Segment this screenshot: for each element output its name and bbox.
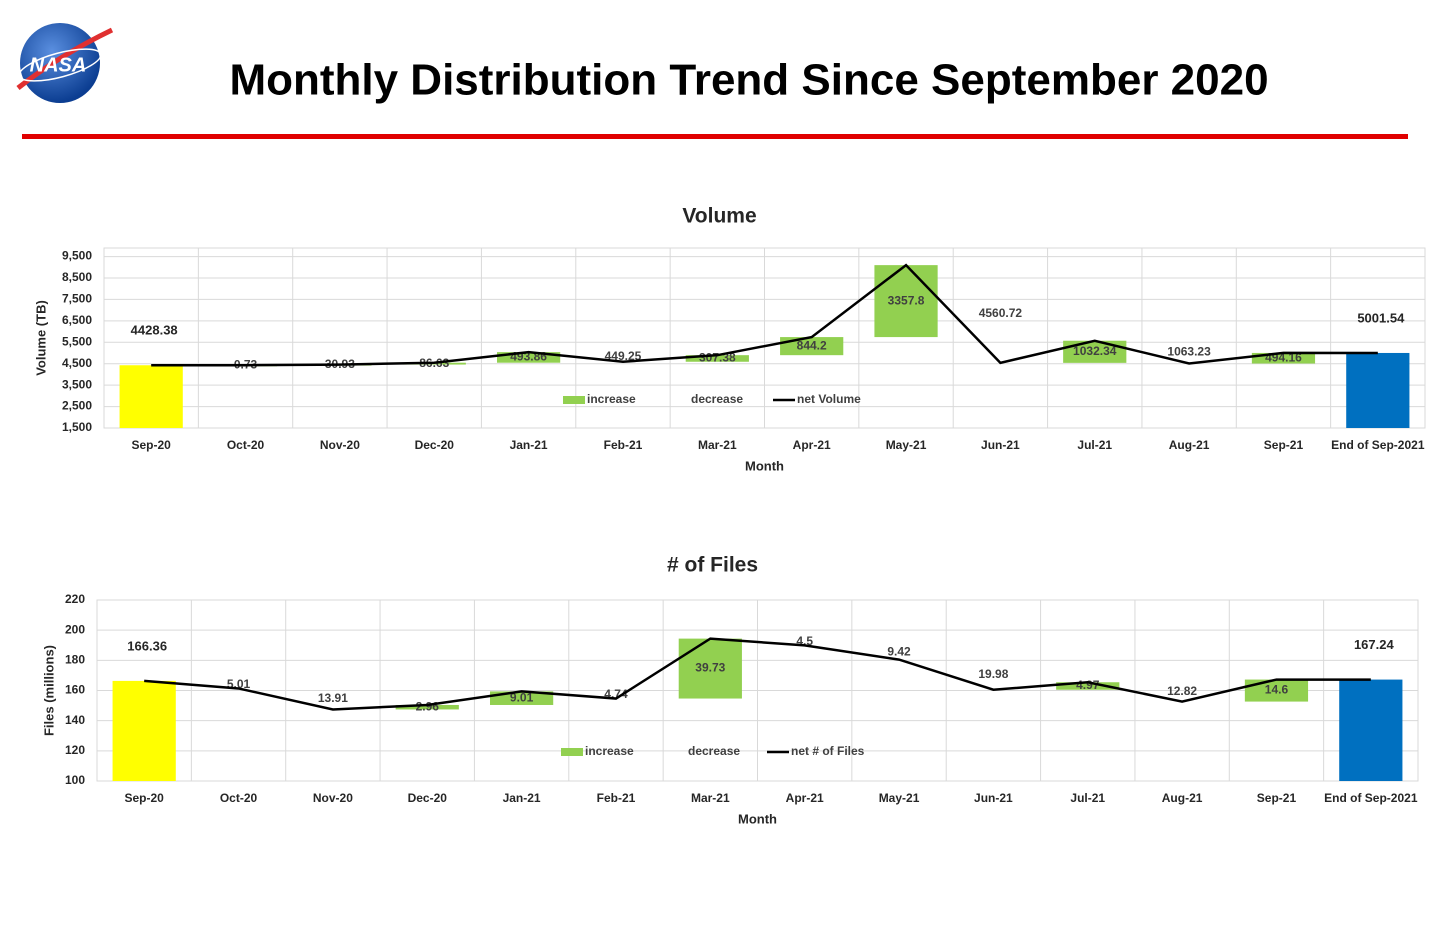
net-line [144,637,1371,711]
value-label: 166.36 [127,638,167,653]
logo-globe [20,23,100,103]
x-tick-label: Sep-20 [131,438,171,452]
x-tick-label: Nov-20 [320,438,360,452]
logo-orbit [18,48,102,82]
legend-label: decrease [688,744,740,758]
increase-bar [678,638,742,699]
x-tick-label: End of Sep-2021 [1324,791,1418,805]
slide-title: Monthly Distribution Trend Since Septemb… [229,56,1268,105]
value-label: 9.01 [510,690,534,704]
y-tick-label: 1,500 [62,420,92,434]
logo-text: NASA [30,54,87,76]
chart: 100 120 140 160 180 200 220 # of Files Month File… [41,554,1419,826]
value-label: 167.24 [1354,637,1395,652]
x-tick-label: End of Sep-2021 [1331,438,1425,452]
total-bar [1339,679,1403,781]
x-tick-label: May-21 [886,438,927,452]
title-rule [22,134,1408,139]
x-tick-label: Jan-21 [510,438,548,452]
increase-bar [1244,679,1309,702]
x-tick-label: Apr-21 [793,438,831,452]
chart-title: # of Files [667,554,758,577]
x-tick-label: Oct-20 [227,438,265,452]
y-tick-label: 6,500 [62,313,92,327]
y-tick-label: 7,500 [62,292,92,306]
legend-swatch [561,748,583,756]
x-tick-label: Mar-21 [698,438,737,452]
y-tick-label: 9,500 [62,249,92,263]
y-tick-label: 4,500 [62,356,92,370]
increase-bar [1056,682,1120,690]
value-label: 13.91 [318,691,348,705]
increase-bar [496,352,561,363]
x-tick-label: Dec-20 [415,438,455,452]
legend-label: net # of Files [791,744,865,758]
x-tick-label: Aug-21 [1162,791,1203,805]
chart-title: Volume [682,205,756,228]
value-label: 12.82 [1167,684,1197,698]
increase-bar [395,704,459,710]
x-tick-label: Jun-21 [981,438,1020,452]
x-tick-label: Sep-20 [124,791,164,805]
x-tick-label: Sep-21 [1264,438,1304,452]
y-tick-label: 3,500 [62,377,92,391]
chart: 1,500 2,500 3,500 4,500 5,500 6,500 7,500 8,500… [33,205,1426,473]
value-label: 39.73 [695,661,725,675]
logo: NASA [16,23,114,103]
y-axis-label: Volume (TB) [33,300,48,376]
y-tick-label: 2,500 [62,399,92,413]
legend-label: increase [585,744,634,758]
increase-bar [1251,352,1316,364]
increase-bar [685,355,749,362]
y-tick-label: 8,500 [62,270,92,284]
x-tick-label: Jul-21 [1070,791,1105,805]
value-label: 844.2 [797,338,827,352]
y-axis-label: Files (millions) [41,645,56,736]
x-tick-label: Jun-21 [974,791,1013,805]
value-label: 4428.38 [131,323,178,338]
x-tick-label: Apr-21 [786,791,824,805]
y-tick-label: 200 [65,622,85,636]
x-tick-label: Aug-21 [1169,438,1210,452]
value-label: 4560.72 [979,306,1023,320]
x-tick-label: Mar-21 [691,791,730,805]
x-tick-label: Jul-21 [1077,438,1112,452]
x-axis-label: Month [745,458,784,473]
x-tick-label: Oct-20 [220,791,258,805]
x-tick-label: Jan-21 [503,791,541,805]
x-tick-label: Nov-20 [313,791,353,805]
value-label: 5001.54 [1357,310,1405,325]
value-label: 14.6 [1265,683,1289,697]
x-axis-label: Month [738,811,777,826]
x-tick-label: Feb-21 [597,791,636,805]
legend-label: decrease [691,392,743,406]
value-label: 1032.34 [1073,344,1117,358]
y-tick-label: 5,500 [62,334,92,348]
y-tick-label: 120 [65,743,85,757]
y-tick-label: 100 [65,773,85,787]
total-bar [1346,352,1410,428]
total-bar [119,365,183,428]
increase-bar [874,265,938,338]
value-label: 1063.23 [1167,344,1211,358]
total-bar [112,680,176,781]
increase-bar [780,337,844,356]
y-tick-label: 180 [65,653,85,667]
legend-label: net Volume [797,392,861,406]
value-label: 9.42 [887,645,911,659]
x-tick-label: Dec-20 [408,791,448,805]
x-tick-label: May-21 [879,791,920,805]
net-line [151,263,1378,367]
value-label: 19.98 [978,667,1008,681]
increase-bar [1063,340,1127,363]
x-tick-label: Feb-21 [604,438,643,452]
y-tick-label: 160 [65,683,85,697]
legend-label: increase [587,392,636,406]
y-tick-label: 140 [65,713,85,727]
legend-swatch [563,396,585,404]
x-tick-label: Sep-21 [1257,791,1297,805]
y-tick-label: 220 [65,592,85,606]
value-label: 3357.8 [888,293,925,307]
